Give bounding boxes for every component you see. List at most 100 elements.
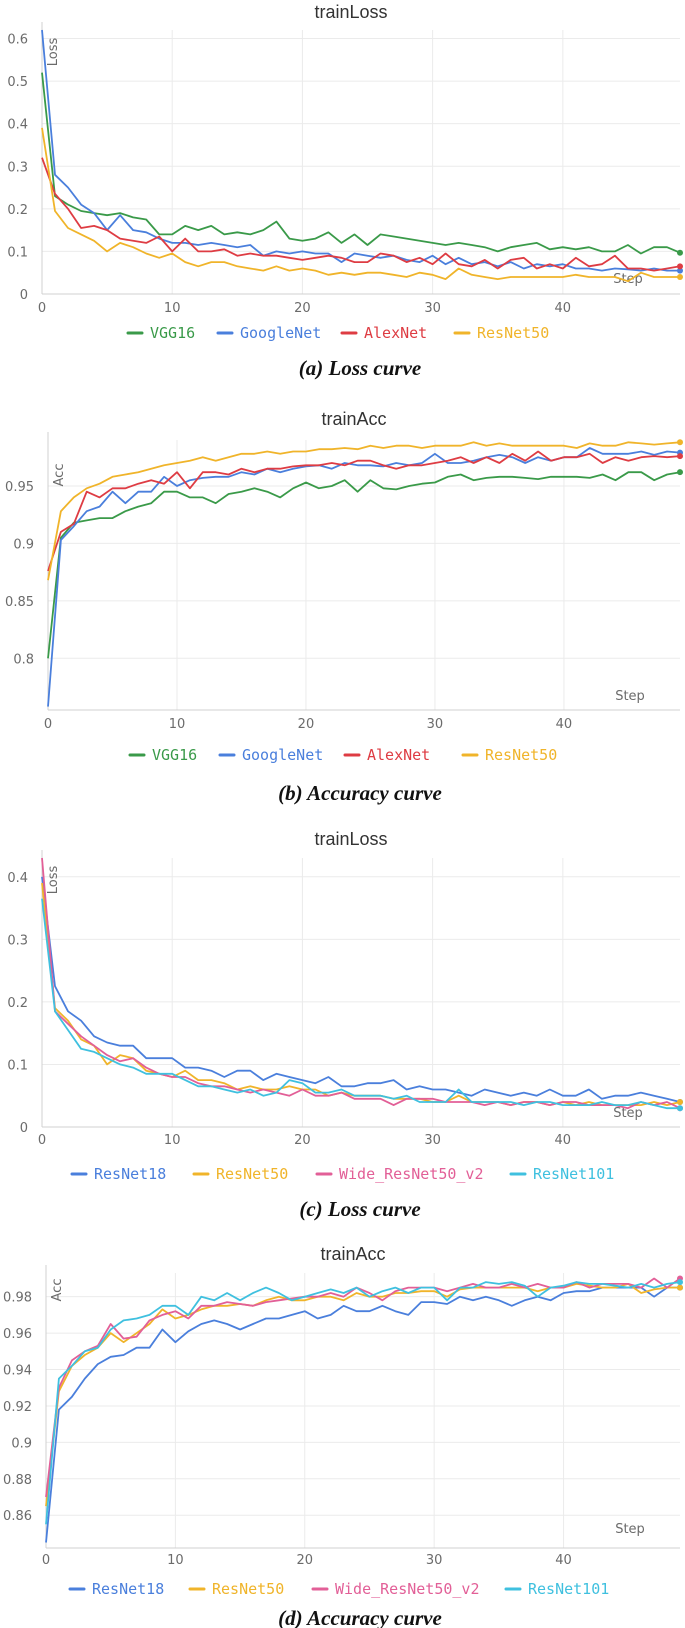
y-tick-label: 0.6: [7, 33, 28, 48]
chart-title: trainLoss: [314, 2, 387, 22]
x-tick-label: 0: [38, 1133, 46, 1148]
x-tick-label: 10: [164, 301, 181, 316]
legend-item-googlenet[interactable]: GoogleNet: [240, 324, 321, 342]
y-tick-label: 0.98: [3, 1291, 32, 1306]
y-tick-label: 0.95: [5, 480, 34, 495]
legend-item-wide-resnet50-v2[interactable]: Wide_ResNet50_v2: [339, 1165, 484, 1183]
series-end-point: [677, 249, 683, 256]
y-tick-label: 0.2: [7, 203, 28, 218]
legend-item-vgg16[interactable]: VGG16: [150, 324, 195, 342]
chart-title: trainLoss: [314, 829, 387, 849]
y-tick-label: 0.1: [7, 1058, 28, 1073]
x-tick-label: 10: [167, 1553, 184, 1568]
series-line-alexnet: [47, 450, 681, 572]
y-axis-label: Loss: [46, 38, 61, 67]
y-tick-label: 0.9: [13, 537, 34, 552]
figure-caption: (d) Accuracy curve: [278, 1606, 442, 1628]
figure-caption: (c) Loss curve: [299, 1197, 420, 1221]
series-line-resnet101: [41, 898, 680, 1110]
series-line-wide-resnet50-v2: [41, 857, 681, 1110]
legend-item-resnet50[interactable]: ResNet50: [212, 1580, 284, 1598]
x-tick-label: 10: [164, 1133, 181, 1148]
chart-title: trainAcc: [321, 409, 386, 429]
series-end-point: [677, 263, 683, 270]
y-tick-label: 0.2: [7, 996, 28, 1011]
series-end-point: [677, 469, 683, 476]
y-axis-label: Loss: [46, 866, 61, 895]
y-tick-label: 0.96: [3, 1327, 32, 1342]
x-tick-label: 30: [424, 301, 441, 316]
x-tick-label: 40: [555, 1553, 572, 1568]
series-end-point: [677, 273, 683, 280]
x-tick-label: 20: [294, 1133, 311, 1148]
x-tick-label: 40: [555, 301, 572, 316]
series-line-resnet50: [47, 441, 681, 581]
legend-item-resnet101[interactable]: ResNet101: [528, 1580, 609, 1598]
legend-item-resnet18[interactable]: ResNet18: [94, 1165, 166, 1183]
x-tick-label: 10: [169, 717, 186, 732]
y-tick-label: 0.9: [11, 1436, 32, 1451]
series-end-point: [677, 1105, 683, 1112]
x-axis-label: Step: [615, 1522, 645, 1537]
legend-item-alexnet[interactable]: AlexNet: [367, 746, 430, 764]
y-tick-label: 0.92: [3, 1400, 32, 1415]
y-tick-label: 0.3: [7, 160, 28, 175]
series-line-googlenet: [41, 29, 680, 272]
y-axis-label: Acc: [50, 1279, 65, 1302]
y-tick-label: 0.3: [7, 933, 28, 948]
legend-item-resnet50[interactable]: ResNet50: [216, 1165, 288, 1183]
legend-item-vgg16[interactable]: VGG16: [152, 746, 197, 764]
legend-item-resnet50[interactable]: ResNet50: [485, 746, 557, 764]
y-tick-label: 0: [20, 288, 28, 303]
chart-panel-4: trainAcc 0.86 0.88 0.9 0.92 0.94 0.96 0.98 0 10 20…: [3, 1244, 683, 1628]
y-tick-label: 0.4: [7, 871, 28, 886]
y-tick-label: 0: [20, 1121, 28, 1136]
x-axis-label: Step: [613, 1106, 643, 1121]
chart-panel-3: trainLoss 0 0.1 0.2 0.3 0.4 0 10 20 30 40 Loss Step R…: [7, 829, 683, 1221]
legend-item-resnet101[interactable]: ResNet101: [533, 1165, 614, 1183]
legend-item-alexnet[interactable]: AlexNet: [364, 324, 427, 342]
y-axis-label: Acc: [52, 464, 67, 487]
series-line-resnet50: [41, 882, 681, 1106]
y-tick-label: 0.5: [7, 75, 28, 90]
legend-item-resnet50[interactable]: ResNet50: [477, 324, 549, 342]
x-tick-label: 0: [44, 717, 52, 732]
series-line-vgg16: [47, 471, 681, 659]
series-line-alexnet: [41, 157, 681, 272]
series-line-resnet18: [41, 876, 681, 1103]
x-tick-label: 30: [426, 1553, 443, 1568]
x-tick-label: 20: [298, 717, 315, 732]
x-tick-label: 20: [294, 301, 311, 316]
y-tick-label: 0.94: [3, 1364, 32, 1379]
x-axis-label: Step: [615, 689, 645, 704]
x-tick-label: 40: [556, 717, 573, 732]
x-tick-label: 0: [42, 1553, 50, 1568]
x-tick-label: 30: [427, 717, 444, 732]
x-tick-label: 0: [38, 301, 46, 316]
series-line-resnet50: [41, 127, 680, 283]
x-tick-label: 30: [424, 1133, 441, 1148]
series-line-resnet101: [45, 1281, 681, 1525]
x-tick-label: 20: [297, 1553, 314, 1568]
series-end-point: [677, 453, 683, 460]
figure-caption: (b) Accuracy curve: [278, 781, 442, 805]
series-end-point: [677, 267, 683, 274]
series-line-resnet50: [45, 1283, 680, 1507]
chart-panel-1: trainLoss 0 0.1 0.2 0.3 0.4 0.5 0.6 0 10 20 30 40 Los…: [7, 2, 683, 380]
y-tick-label: 0.4: [7, 118, 28, 133]
legend-item-resnet18[interactable]: ResNet18: [92, 1580, 164, 1598]
legend-item-googlenet[interactable]: GoogleNet: [242, 746, 323, 764]
legend-item-wide-resnet50-v2[interactable]: Wide_ResNet50_v2: [335, 1580, 480, 1598]
y-tick-label: 0.86: [3, 1509, 32, 1524]
series-line-vgg16: [41, 72, 681, 255]
x-tick-label: 40: [555, 1133, 572, 1148]
series-end-point: [677, 1284, 683, 1291]
series-end-point: [677, 439, 683, 446]
chart-title: trainAcc: [320, 1244, 385, 1264]
series-end-point: [677, 1279, 683, 1286]
figure-caption: (a) Loss curve: [299, 356, 421, 380]
series-end-point: [677, 1098, 683, 1105]
series-line-resnet18: [45, 1286, 680, 1543]
chart-panel-2: trainAcc 0.8 0.85 0.9 0.95 0 10 20 30 40 Acc Step VG…: [5, 409, 683, 805]
